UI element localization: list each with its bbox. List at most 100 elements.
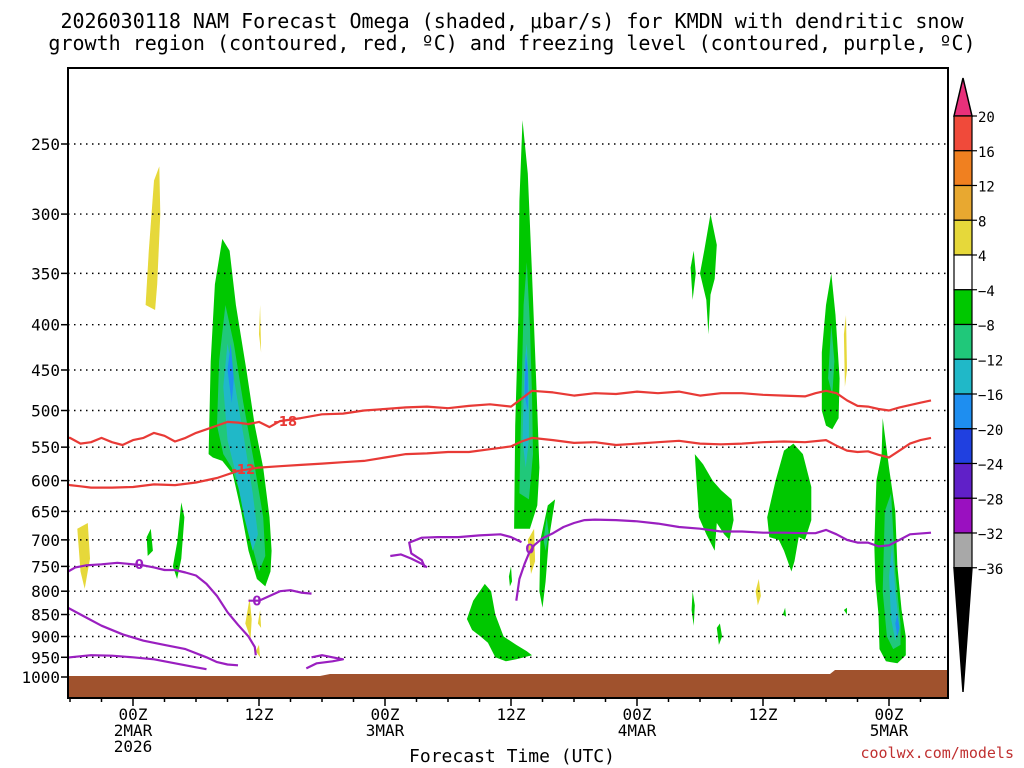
contour-line-7 (305, 654, 345, 670)
y-tick-label-950: 950 (31, 648, 60, 667)
omega-region-5 (259, 305, 262, 353)
y-tick-label-800: 800 (31, 582, 60, 601)
colorbar-label-0: 20 (978, 110, 995, 126)
x-date-label-48: 4MAR (618, 721, 657, 740)
omega-region-27 (767, 443, 812, 572)
y-tick-label-750: 750 (31, 557, 60, 576)
contour-label-4: 0 (252, 595, 261, 610)
omega-region-25 (690, 250, 696, 300)
colorbar-label-3: 8 (978, 214, 986, 230)
colorbar: 20 16 12 8 4 −4 −8 −12 −16 −20 −24 −28 −32 −36 (953, 77, 1003, 693)
x-tick-label-0: 00Z (119, 705, 148, 724)
colorbar-label-12: −32 (978, 527, 1003, 543)
plot-frame (67, 67, 949, 699)
colorbar-bin-10 (953, 428, 973, 465)
colorbar-top-arrow (953, 77, 973, 117)
omega-region-14 (172, 502, 185, 579)
x-year-label-0: 2026 (114, 737, 153, 756)
contour-line-6 (68, 654, 207, 671)
y-tick-label-300: 300 (31, 205, 60, 224)
omega-region-26 (694, 454, 734, 551)
colorbar-label-8: −16 (978, 388, 1003, 404)
contour-line-2 (515, 518, 932, 601)
contour-line-4 (68, 606, 239, 667)
colorbar-bin-7 (953, 323, 973, 360)
omega-region-28 (691, 591, 695, 626)
colorbar-label-2: 12 (978, 180, 995, 196)
colorbar-bin-4 (953, 219, 973, 256)
ground (68, 670, 948, 698)
contour-label-1: -12 (232, 463, 256, 478)
y-tick-label-600: 600 (31, 472, 60, 491)
colorbar-label-7: −12 (978, 353, 1003, 369)
x-tick-label-72: 00Z (875, 705, 904, 724)
x-date-label-0: 2MAR (114, 721, 153, 740)
x-date-label-72: 5MAR (870, 721, 909, 740)
omega-region-0 (145, 166, 161, 310)
colorbar-label-5: −4 (978, 284, 995, 300)
y-tick-label-1000: 1000 (21, 668, 60, 687)
colorbar-bin-6 (953, 289, 973, 326)
omega-region-29 (716, 623, 723, 645)
x-axis-label: Forecast Time (UTC) (409, 746, 615, 767)
omega-region-20 (539, 499, 556, 608)
pressure-gridlines (68, 143, 948, 678)
y-tick-label-650: 650 (31, 502, 60, 521)
y-tick-label-400: 400 (31, 316, 60, 335)
omega-region-1 (77, 523, 90, 589)
omega-region-22 (466, 583, 532, 662)
colorbar-bin-3 (953, 184, 973, 221)
omega-region-4 (255, 644, 261, 658)
x-tick-label-12: 12Z (245, 705, 274, 724)
contour-label-2: 0 (525, 543, 534, 558)
omega-region-8 (755, 579, 761, 606)
omega-region-2 (245, 598, 252, 639)
omega-region-24 (700, 214, 717, 335)
omega-region-37 (895, 614, 900, 637)
colorbar-bin-12 (953, 497, 973, 534)
colorbar-label-13: −36 (978, 562, 1003, 578)
contour-label-0: -18 (274, 415, 298, 430)
colorbar-label-9: −20 (978, 423, 1003, 439)
ground-layer (68, 670, 948, 698)
omega-region-30 (782, 607, 787, 617)
contour-line-0 (68, 389, 932, 447)
y-tick-label-350: 350 (31, 264, 60, 283)
colorbar-label-10: −24 (978, 458, 1003, 474)
colorbar-bin-13 (953, 532, 973, 569)
colorbar-label-1: 16 (978, 145, 995, 161)
y-tick-label-550: 550 (31, 438, 60, 457)
chart-title-line-1: 2026030118 NAM Forecast Omega (shaded, μ… (60, 9, 964, 33)
y-tick-label-250: 250 (31, 135, 60, 154)
omega-region-21 (543, 517, 549, 551)
colorbar-bottom-arrow (953, 567, 973, 693)
colorbar-label-4: 4 (978, 249, 986, 265)
x-tick-label-24: 00Z (371, 705, 400, 724)
axes: 250 300 350 400 450 500 550 600 650 700 750 800 850 9… (21, 67, 949, 756)
omega-region-9 (843, 315, 847, 387)
x-tick-label-60: 12Z (749, 705, 778, 724)
colorbar-bin-5 (953, 254, 973, 291)
omega-shaded-regions (77, 120, 906, 664)
colorbar-bin-9 (953, 393, 973, 430)
contour-line-3 (68, 561, 257, 656)
y-tick-label-450: 450 (31, 361, 60, 380)
credit-text: coolwx.com/models (860, 744, 1014, 762)
colorbar-bin-8 (953, 358, 973, 395)
colorbar-bin-1 (953, 115, 973, 152)
contour-line-1 (68, 436, 932, 489)
contour-label-3: 0 (135, 558, 144, 573)
x-tick-label-36: 12Z (497, 705, 526, 724)
omega-region-15 (146, 528, 153, 556)
omega-region-3 (257, 610, 262, 628)
x-tick-label-48: 00Z (623, 705, 652, 724)
y-tick-label-700: 700 (31, 531, 60, 550)
colorbar-label-11: −28 (978, 492, 1003, 508)
y-tick-label-850: 850 (31, 606, 60, 625)
omega-region-23 (508, 566, 512, 587)
x-date-label-24: 3MAR (366, 721, 405, 740)
omega-region-33 (843, 607, 847, 615)
temperature-contours: -18 -12 0 0 0 (68, 389, 932, 671)
colorbar-bin-11 (953, 462, 973, 499)
